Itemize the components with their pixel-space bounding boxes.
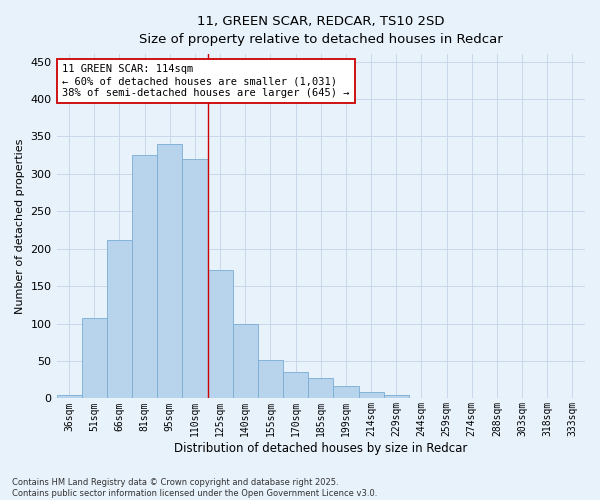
Bar xyxy=(334,386,359,398)
Bar xyxy=(233,324,258,398)
Text: 11 GREEN SCAR: 114sqm
← 60% of detached houses are smaller (1,031)
38% of semi-d: 11 GREEN SCAR: 114sqm ← 60% of detached … xyxy=(62,64,349,98)
Bar xyxy=(82,318,107,398)
Bar xyxy=(208,270,233,398)
Bar xyxy=(383,396,409,398)
Bar xyxy=(182,159,208,398)
Y-axis label: Number of detached properties: Number of detached properties xyxy=(15,138,25,314)
Title: 11, GREEN SCAR, REDCAR, TS10 2SD
Size of property relative to detached houses in: 11, GREEN SCAR, REDCAR, TS10 2SD Size of… xyxy=(139,15,503,46)
Text: Contains HM Land Registry data © Crown copyright and database right 2025.
Contai: Contains HM Land Registry data © Crown c… xyxy=(12,478,377,498)
Bar xyxy=(258,360,283,399)
X-axis label: Distribution of detached houses by size in Redcar: Distribution of detached houses by size … xyxy=(174,442,467,455)
Bar xyxy=(359,392,383,398)
Bar xyxy=(283,372,308,398)
Bar xyxy=(107,240,132,398)
Bar xyxy=(56,394,82,398)
Bar xyxy=(157,144,182,399)
Bar xyxy=(308,378,334,398)
Bar xyxy=(132,155,157,398)
